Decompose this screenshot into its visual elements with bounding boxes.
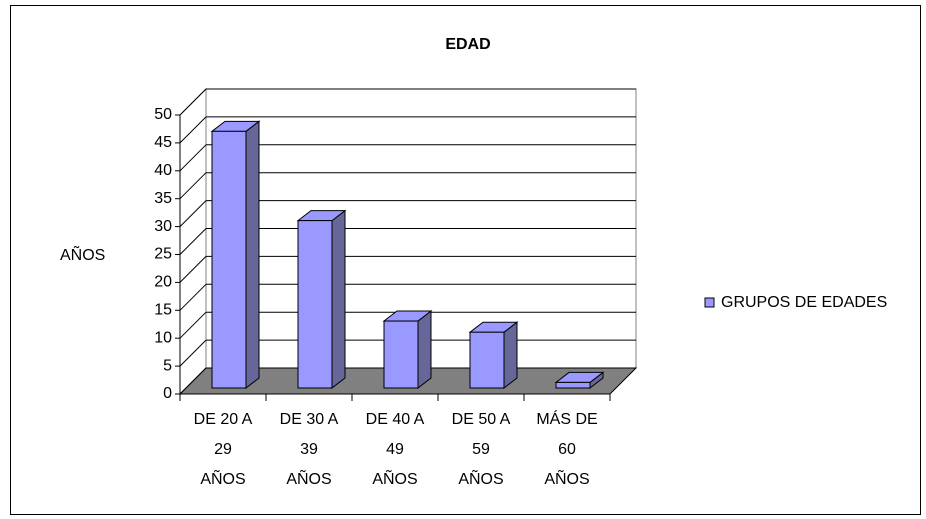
grid-line [179,283,207,311]
grid-line [179,339,207,367]
grid-line [179,88,207,116]
bar [211,130,247,389]
grid-line [179,200,207,227]
bar-side [331,209,346,390]
bar [469,331,505,389]
x-tick-label: DE 20 A [194,411,253,428]
y-tick-label: 35 [154,190,172,207]
x-tick-label: AÑOS [200,468,245,488]
grid-line [179,116,207,144]
grid-line [179,228,207,255]
grid-line [179,367,207,395]
x-tick-label: MÁS DE [536,409,597,428]
y-tick-label: 20 [154,274,172,291]
y-tick-label: 15 [154,302,172,319]
x-tick-label: AÑOS [286,468,331,488]
chart-title: EDAD [445,36,490,53]
y-tick-label: 50 [154,106,172,123]
bar [555,381,591,389]
legend-label: GRUPOS DE EDADES [721,294,887,311]
x-tick-label: DE 40 A [366,411,425,428]
bar-side [245,120,260,390]
bar-side [417,310,432,390]
x-tick-label: 49 [386,441,404,458]
x-tick-label: 59 [472,441,490,458]
y-tick-label: 0 [163,385,172,402]
grid-line [179,256,207,283]
x-tick-label: DE 50 A [452,411,511,428]
x-tick-label: 29 [214,441,232,458]
grid-line [179,144,207,172]
x-tick-label: AÑOS [544,468,589,488]
y-tick-label: 40 [154,162,172,179]
x-tick-label: AÑOS [458,468,503,488]
legend-swatch [704,297,715,308]
bar [297,220,333,389]
grid-line [179,172,207,200]
y-tick-label: 5 [163,357,172,374]
y-tick-label: 45 [154,134,172,151]
y-axis-label: AÑOS [60,244,105,264]
y-tick-label: 10 [154,329,172,346]
y-tick-label: 30 [154,218,172,235]
x-tick-label: 39 [300,441,318,458]
bar-side [503,321,518,390]
grid-line [179,311,207,339]
y-tick-label: 25 [154,246,172,263]
x-tick-label: AÑOS [372,468,417,488]
bar [383,320,419,389]
x-tick-label: 60 [558,441,576,458]
x-tick-label: DE 30 A [280,411,339,428]
